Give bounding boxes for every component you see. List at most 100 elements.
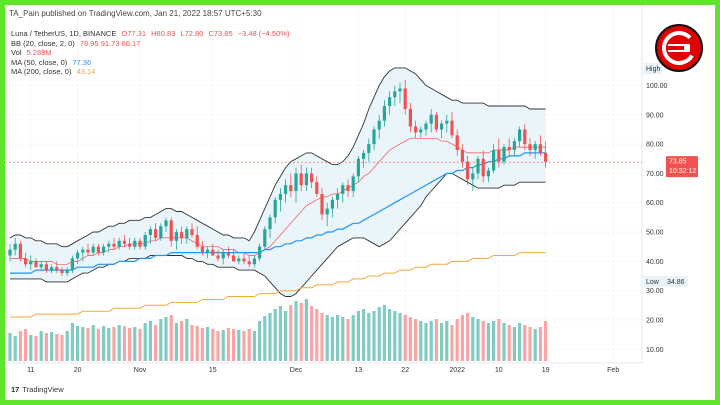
publish-info: TA_Pain published on TradingView.com, Ja…: [9, 9, 262, 18]
candle-body: [263, 229, 267, 247]
candle-body: [518, 129, 522, 142]
candle-body: [174, 232, 178, 241]
volume-bar: [60, 335, 64, 361]
legend-symbol-row: Luna / TetherUS, 1D, BINANCE O77.31 H80.…: [11, 29, 292, 39]
candle-body: [247, 261, 251, 265]
candle-body: [252, 258, 256, 265]
legend-symbol[interactable]: Luna / TetherUS, 1D, BINANCE: [11, 29, 117, 38]
candle-body: [304, 173, 308, 186]
volume-bar: [44, 333, 48, 361]
candle-body: [133, 240, 137, 247]
volume-bar: [445, 321, 449, 361]
legend-bb-label[interactable]: BB (20, close, 2, 0): [11, 38, 75, 48]
legend-ma200-row: MA (200, close, 0) 43.14: [11, 67, 292, 77]
candle-body: [96, 246, 100, 253]
volume-bar: [206, 327, 210, 361]
channel-logo-icon: [655, 24, 703, 72]
candle-body: [362, 152, 366, 159]
candle-body: [107, 243, 111, 247]
candle-body: [18, 243, 22, 259]
bollinger-bands: [9, 67, 546, 297]
volume-bar: [502, 323, 506, 361]
volume-bar: [216, 331, 220, 361]
bollinger-fill: [10, 67, 546, 297]
volume-bar: [226, 328, 230, 361]
candle-body: [289, 185, 293, 192]
volume-bar: [512, 327, 516, 361]
moving-averages: [10, 152, 546, 318]
volume-bar: [523, 325, 527, 361]
candle-body: [242, 258, 246, 262]
volume-bars: [8, 299, 548, 361]
volume-bar: [408, 317, 412, 361]
legend-ma50-label[interactable]: MA (50, close, 0): [11, 57, 68, 67]
candle-body: [424, 123, 428, 130]
candle-body: [143, 234, 147, 247]
candle-body: [128, 243, 132, 247]
low-badge: [644, 276, 688, 287]
candle-body: [8, 249, 12, 256]
candle-body: [445, 120, 449, 124]
volume-bar: [476, 319, 480, 361]
candle-body: [232, 255, 236, 262]
volume-bar: [107, 328, 111, 361]
candle-body: [310, 173, 314, 183]
candle-body: [34, 261, 38, 268]
candle-body: [476, 158, 480, 174]
price-tick-label: 10.00: [646, 347, 664, 354]
candle-body: [398, 88, 402, 92]
volume-bar: [174, 323, 178, 361]
volume-bar: [434, 319, 438, 361]
volume-bar: [268, 313, 272, 361]
price-tick-label: 80.00: [646, 142, 664, 149]
volume-bar: [8, 333, 12, 361]
volume-bar: [133, 327, 137, 361]
volume-bar: [258, 321, 262, 361]
candle-body: [221, 252, 225, 259]
price-chart[interactable]: 100.00 90.00 80.00 70.00 60.00 50.00 40.00 30.0…: [5, 5, 715, 400]
volume-bar: [70, 323, 74, 361]
volume-bar: [190, 325, 194, 361]
time-axis: 11 20 Nov 15 Dec 13 22 2022 10 19 Feb: [5, 362, 642, 374]
bollinger-upper-line: [9, 67, 546, 248]
candle-body: [434, 114, 438, 130]
price-tick-label: 50.00: [646, 230, 664, 237]
candle-body: [154, 229, 158, 238]
candle-body: [341, 185, 345, 194]
volume-bar: [398, 313, 402, 361]
candle-body: [512, 141, 516, 150]
volume-bar: [76, 326, 80, 361]
volume-bar: [102, 326, 106, 361]
candle-body: [528, 144, 532, 150]
candle-body: [450, 120, 454, 136]
legend-ma50-value: 77.36: [72, 57, 92, 67]
candle-body: [55, 267, 59, 271]
volume-bar: [252, 331, 256, 361]
volume-bar: [325, 315, 329, 361]
legend-ma50-row: MA (50, close, 0) 77.36: [11, 58, 292, 68]
legend-ma200-label[interactable]: MA (200, close, 0): [11, 67, 72, 77]
chart-legend: Luna / TetherUS, 1D, BINANCE O77.31 H80.…: [11, 29, 292, 77]
time-tick-label: 19: [542, 367, 550, 374]
volume-bar: [403, 315, 407, 361]
tradingview-brand[interactable]: 17 TradingView: [11, 385, 64, 394]
legend-open: O77.31: [121, 29, 147, 38]
volume-bar: [299, 303, 303, 361]
candle-body: [533, 144, 537, 150]
price-tick-label: 20.00: [646, 317, 664, 324]
time-tick-label: 20: [74, 367, 82, 374]
candle-body: [24, 258, 28, 265]
candle-body: [76, 252, 80, 259]
volume-bar: [159, 319, 163, 361]
volume-bar: [533, 329, 537, 361]
low-value: 34.86: [667, 279, 685, 286]
volume-bar: [143, 323, 147, 361]
candle-body: [200, 246, 204, 253]
time-tick-label: 22: [401, 367, 409, 374]
price-tick-label: 100.00: [646, 83, 668, 90]
volume-bar: [122, 326, 126, 361]
volume-bar: [460, 315, 464, 361]
legend-vol-label[interactable]: Vol: [11, 48, 22, 58]
legend-ma200-value: 43.14: [76, 67, 96, 77]
volume-bar: [538, 327, 542, 361]
